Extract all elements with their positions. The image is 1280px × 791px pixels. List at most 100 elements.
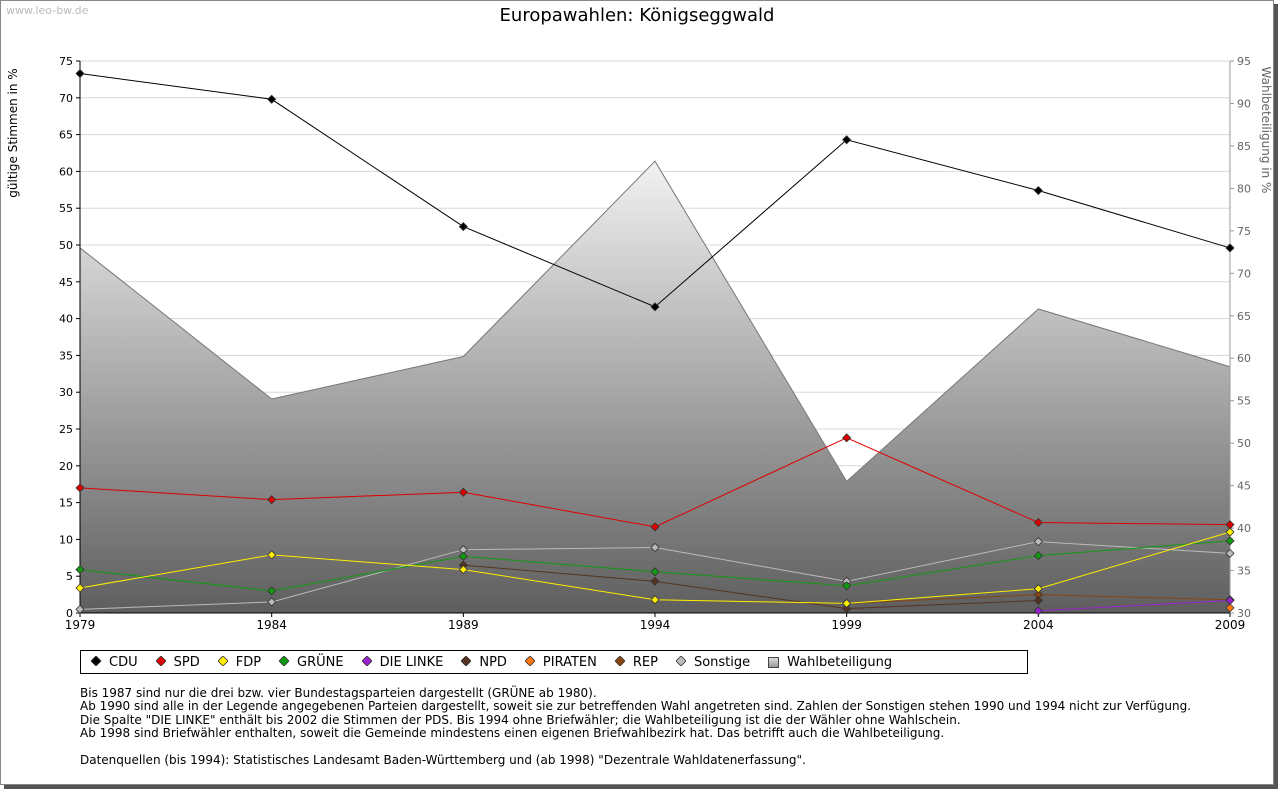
data-point-grüne — [650, 567, 660, 577]
y-tick-label: 10 — [59, 533, 73, 546]
footnote-line: Ab 1990 sind alle in der Legende angegeb… — [80, 699, 1192, 714]
x-tick-label: 1979 — [65, 618, 96, 632]
chart-title: Europawahlen: Königseggwald — [500, 5, 775, 26]
data-point-spd — [1225, 520, 1235, 530]
data-point-cdu — [1225, 243, 1235, 253]
data-point-fdp — [75, 583, 85, 593]
legend-label: CDU — [109, 654, 138, 670]
legend-item: NPD — [460, 654, 507, 670]
data-point-grüne — [1225, 536, 1235, 546]
data-point-cdu — [842, 135, 852, 145]
data-point-die-linke — [1225, 595, 1235, 606]
data-point-grüne — [458, 551, 468, 561]
watermark: www.leo-bw.de — [6, 4, 89, 17]
legend-label: NPD — [479, 654, 507, 670]
data-point-fdp — [1225, 527, 1235, 537]
legend-label: PIRATEN — [542, 654, 597, 670]
data-point-sonstige — [650, 542, 660, 553]
y-axis-label: gültige Stimmen in % — [6, 68, 20, 197]
legend-label: GRÜNE — [297, 654, 344, 670]
y-tick-label: 50 — [59, 239, 73, 252]
legend-label: SPD — [173, 654, 200, 670]
legend-item: PIRATEN — [524, 654, 597, 670]
data-point-grüne — [267, 586, 277, 596]
data-point-grüne — [842, 581, 852, 591]
series-line-die-linke — [1038, 599, 1231, 612]
y2-tick-label: 30 — [1237, 607, 1251, 620]
data-point-npd — [650, 576, 660, 586]
y-tick-label: 75 — [59, 55, 73, 68]
legend-label: DIE LINKE — [379, 654, 444, 670]
legend-item: Wahlbeteiligung — [768, 655, 892, 670]
legend-item: SPD — [155, 654, 200, 670]
y2-tick-label: 85 — [1237, 140, 1251, 153]
legend-label: REP — [632, 654, 658, 670]
data-point-fdp — [842, 598, 852, 608]
y2-tick-label: 50 — [1237, 437, 1251, 450]
y-tick-label: 20 — [59, 460, 73, 473]
x-tick-label: 2004 — [1023, 618, 1054, 632]
y-tick-label: 45 — [59, 276, 73, 289]
data-point-spd — [842, 433, 852, 443]
data-point-spd — [1033, 517, 1043, 528]
y2-tick-label: 95 — [1237, 55, 1251, 68]
legend-label: Wahlbeteiligung — [787, 654, 893, 670]
data-point-spd — [650, 522, 660, 532]
legend-item: REP — [614, 654, 658, 670]
y-tick-label: 15 — [59, 497, 73, 510]
y2-tick-label: 65 — [1237, 310, 1251, 323]
data-point-cdu — [458, 222, 468, 232]
data-point-die-linke — [1033, 606, 1043, 616]
plot-area: 0 5 10 15 20 25 30 35 40 45 50 55 60 65 70 75 30 35 40 45 50… — [59, 55, 1251, 632]
series-line-npd — [463, 564, 1039, 610]
y2-tick-label: 45 — [1237, 480, 1251, 493]
data-point-spd — [75, 483, 85, 493]
y-tick-label: 30 — [59, 386, 73, 399]
footnote-line: Ab 1998 sind Briefwähler enthalten, sowe… — [80, 726, 945, 741]
legend-label: FDP — [235, 654, 262, 670]
legend-item: Sonstige — [675, 654, 751, 670]
legend-item: FDP — [217, 654, 262, 670]
x-tick-label: 2009 — [1215, 618, 1246, 632]
y-tick-label: 60 — [59, 165, 73, 178]
data-point-cdu — [75, 68, 85, 79]
y-tick-label: 35 — [59, 349, 73, 362]
y-tick-label: 65 — [59, 129, 73, 142]
legend-diamond-icon — [524, 654, 536, 670]
legend-diamond-icon — [460, 654, 472, 670]
data-point-spd — [458, 487, 468, 497]
x-tick-label: 1984 — [256, 618, 287, 632]
y2-axis-label: Wahlbeteiligung in % — [1259, 67, 1273, 194]
legend-diamond-icon — [361, 654, 373, 670]
data-point-sonstige — [1225, 548, 1235, 558]
footnote-line: Die Spalte "DIE LINKE" enthält bis 2002 … — [80, 712, 961, 727]
data-point-fdp — [650, 595, 660, 605]
y2-tick-label: 55 — [1237, 395, 1251, 408]
data-point-sonstige — [1033, 537, 1043, 547]
y-tick-label: 55 — [59, 202, 73, 215]
data-point-sonstige — [267, 597, 277, 607]
data-point-spd — [267, 495, 277, 505]
data-point-cdu — [1033, 185, 1043, 196]
legend-square-icon — [768, 656, 780, 668]
legend-item: CDU — [90, 654, 138, 670]
legend-diamond-icon — [217, 654, 229, 670]
legend-label: Sonstige — [693, 654, 751, 670]
y-tick-label: 25 — [59, 423, 73, 436]
legend-diamond-icon — [278, 654, 290, 670]
x-tick-label: 1989 — [448, 618, 479, 632]
area-wahlbeteiligung-line — [79, 160, 1231, 483]
y2-tick-label: 90 — [1237, 97, 1251, 110]
y2-tick-label: 60 — [1237, 352, 1251, 365]
data-point-piraten — [1225, 603, 1235, 613]
y2-tick-label: 70 — [1237, 267, 1251, 280]
y2-tick-label: 80 — [1237, 182, 1251, 195]
footnotes: Bis 1987 sind nur die drei bzw. vier Bun… — [80, 686, 1192, 767]
legend-diamond-icon — [90, 654, 102, 670]
legend-item: GRÜNE — [278, 654, 344, 670]
data-point-grüne — [75, 565, 85, 575]
legend-diamond-icon — [614, 654, 626, 670]
data-point-fdp — [267, 550, 277, 560]
data-point-npd — [1033, 595, 1043, 606]
footnote-line — [80, 741, 1191, 754]
